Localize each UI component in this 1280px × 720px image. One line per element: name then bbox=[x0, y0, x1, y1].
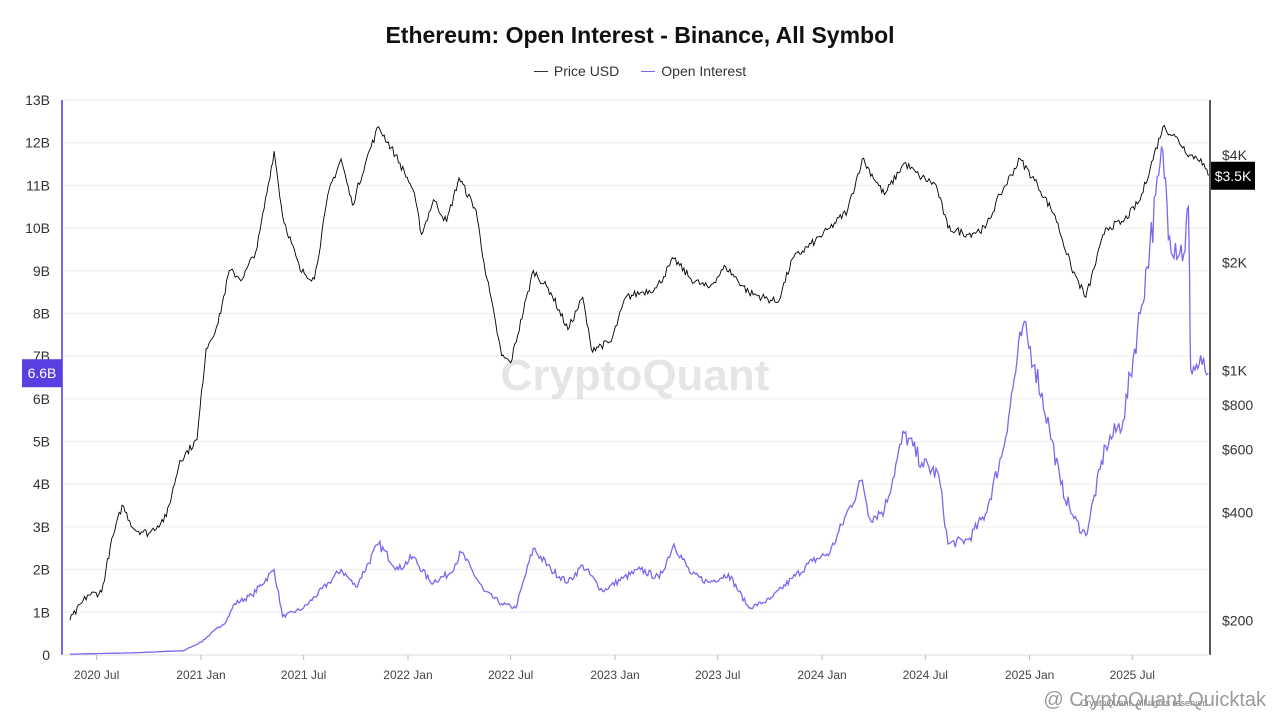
legend-label-price: Price USD bbox=[553, 63, 620, 79]
legend-label-open-interest: Open Interest bbox=[661, 63, 747, 79]
x-tick-label: 2020 Jul bbox=[74, 668, 119, 682]
open-interest-line bbox=[69, 146, 1209, 655]
y-left-tick-label: 8B bbox=[33, 305, 50, 321]
y-left-tick-label: 2B bbox=[33, 562, 50, 578]
x-axis-ticks: 2020 Jul 2021 Jan 2021 Jul 2022 Jan 2022 Jul… bbox=[74, 655, 1155, 682]
y-right-tick-label: $600 bbox=[1222, 442, 1253, 458]
legend-item-open-interest[interactable]: Open Interest bbox=[641, 63, 746, 79]
open-interest-current-badge bbox=[22, 359, 62, 388]
open-interest-current-label: 6.6B bbox=[28, 365, 57, 381]
x-tick-label: 2022 Jan bbox=[383, 668, 432, 682]
y-right-tick-label: $2K bbox=[1222, 255, 1248, 271]
y-right-tick-label: $400 bbox=[1222, 505, 1253, 521]
x-tick-label: 2021 Jul bbox=[281, 668, 326, 682]
current-value-badges: 6.6B $3.5K bbox=[22, 161, 1255, 388]
x-tick-label: 2023 Jul bbox=[695, 668, 740, 682]
legend-swatch-open-interest bbox=[641, 70, 656, 72]
x-tick-label: 2024 Jul bbox=[903, 668, 948, 682]
footer-note: CryptoQuant. All rights reserved. bbox=[1079, 698, 1210, 708]
y-right-tick-label: $800 bbox=[1222, 397, 1253, 413]
y-left-tick-label: 10B bbox=[25, 220, 50, 236]
x-tick-label: 2025 Jan bbox=[1005, 668, 1054, 682]
price-current-badge bbox=[1211, 161, 1255, 190]
y-right-tick-label: $200 bbox=[1222, 612, 1253, 628]
y-left-tick-label: 12B bbox=[25, 135, 50, 151]
x-tick-label: 2022 Jul bbox=[488, 668, 533, 682]
y-left-tick-label: 13B bbox=[25, 92, 50, 108]
price-current-label: $3.5K bbox=[1215, 168, 1252, 184]
footer-author: @ CryptoQuant Quicktak bbox=[1043, 689, 1266, 711]
chart-title: Ethereum: Open Interest - Binance, All S… bbox=[385, 22, 895, 48]
price-usd-line bbox=[69, 124, 1209, 621]
y-left-tick-label: 6B bbox=[33, 391, 50, 407]
x-tick-label: 2023 Jan bbox=[590, 668, 639, 682]
y-left-tick-label: 4B bbox=[33, 476, 50, 492]
x-tick-label: 2025 Jul bbox=[1110, 668, 1155, 682]
y-left-tick-label: 11B bbox=[26, 177, 50, 193]
chart-legend: Price USD Open Interest bbox=[0, 63, 1280, 79]
y-left-tick-label: 1B bbox=[33, 604, 50, 620]
legend-item-price[interactable]: Price USD bbox=[533, 63, 620, 79]
y-right-tick-label: $4K bbox=[1222, 147, 1248, 163]
y-axis-right-ticks: $200 $400 $600 $800 $1K $2K $4K bbox=[1222, 147, 1253, 628]
watermark-text: CryptoQuant bbox=[501, 351, 770, 400]
y-left-tick-label: 5B bbox=[33, 434, 50, 450]
y-left-tick-label: 0 bbox=[42, 647, 50, 663]
x-tick-label: 2021 Jan bbox=[176, 668, 225, 682]
series-lines bbox=[69, 124, 1209, 655]
y-right-tick-label: $1K bbox=[1222, 362, 1248, 378]
y-left-tick-label: 3B bbox=[33, 519, 50, 535]
legend-swatch-price bbox=[533, 70, 548, 72]
grid-lines bbox=[62, 99, 1210, 656]
x-tick-label: 2024 Jan bbox=[797, 668, 846, 682]
y-left-tick-label: 9B bbox=[33, 263, 50, 279]
